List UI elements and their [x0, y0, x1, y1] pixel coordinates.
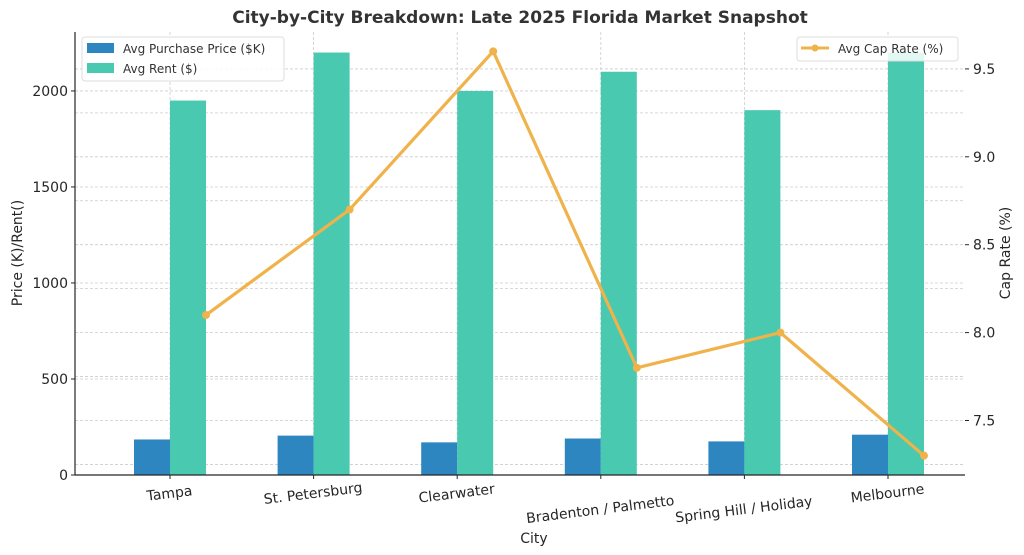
bar-purchase-price	[134, 439, 170, 475]
bar-rent	[600, 71, 637, 475]
x-tick-label: Bradenton / Palmetto	[525, 493, 675, 527]
cap-rate-point	[632, 363, 641, 372]
cap-rate-point	[920, 451, 928, 460]
cap-rate-point	[776, 328, 785, 337]
legend-swatch-purchase-price	[87, 43, 114, 53]
legend-marker-cap-rate	[811, 44, 819, 52]
y-tick-label-right: 8.5	[973, 238, 995, 254]
chart-title: City-by-City Breakdown: Late 2025 Florid…	[232, 8, 808, 28]
grid	[75, 32, 965, 476]
bars	[134, 52, 924, 476]
legend-right-frame	[796, 36, 959, 62]
legend-label-rent: Avg Rent ($)	[123, 62, 197, 76]
x-tick-label: Spring Hill / Holiday	[674, 494, 813, 527]
cap-rate-line	[205, 49, 926, 457]
x-tick-label: Melbourne	[850, 482, 925, 507]
bar-purchase-price	[564, 438, 601, 475]
bar-rent	[888, 52, 924, 475]
legend-left: Avg Purchase Price ($K) Avg Rent ($)	[81, 36, 285, 82]
y-tick-label-left: 1500	[32, 180, 68, 196]
cap-rate-point	[489, 47, 498, 56]
y-tick-label-left: 500	[41, 372, 68, 388]
legend-label-purchase-price: Avg Purchase Price ($K)	[123, 42, 265, 56]
y-tick-label-right: 9.5	[973, 62, 995, 78]
bar-rent	[170, 100, 206, 475]
bar-purchase-price	[277, 435, 314, 475]
cap-rate-line-layer	[202, 47, 928, 460]
y-axis-label-left: Price (K)/Rent()	[10, 200, 26, 306]
x-tick-label: Clearwater	[418, 481, 496, 506]
y-tick-label-right: 7.5	[973, 414, 995, 430]
bar-purchase-price	[852, 434, 888, 475]
bar-rent	[457, 90, 494, 476]
y-tick-label-right: 8.0	[973, 326, 995, 342]
bar-purchase-price	[708, 441, 745, 475]
bar-purchase-price	[421, 442, 458, 475]
cap-rate-point	[202, 311, 210, 320]
y-tick-label-left: 1000	[32, 276, 68, 292]
legend-swatch-rent	[87, 63, 114, 73]
y-tick-label-right: 9.0	[973, 150, 995, 166]
bar-rent	[744, 110, 781, 476]
x-tick-label: St. Petersburg	[263, 480, 363, 508]
bar-rent	[313, 52, 350, 475]
cap-rate-point	[345, 205, 354, 214]
legend-right: Avg Cap Rate (%)	[796, 36, 959, 62]
x-axis-label: City	[520, 531, 547, 547]
y-axis-label-right: Cap Rate (%)	[998, 207, 1014, 299]
y-tick-label-left: 2000	[32, 84, 68, 100]
x-tick-label: Tampa	[145, 483, 194, 505]
y-tick-label-left: 0	[59, 468, 68, 484]
legend-label-cap-rate: Avg Cap Rate (%)	[838, 42, 943, 56]
legend-left-frame	[81, 36, 285, 82]
